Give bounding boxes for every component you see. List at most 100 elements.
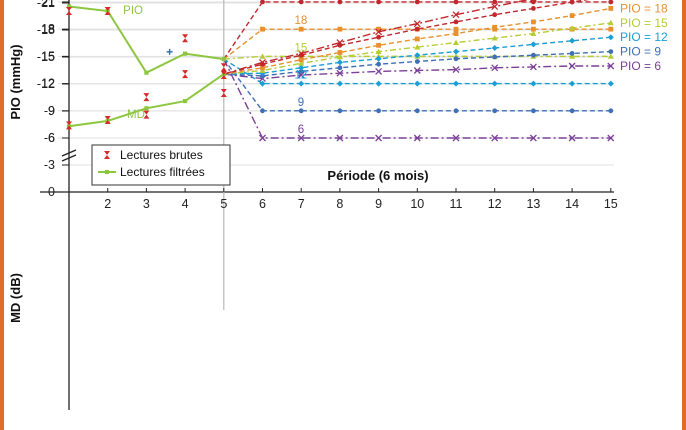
- y-tick-label-iop: 21: [41, 0, 55, 9]
- raw-reading-iop-top: [182, 34, 189, 39]
- projection-point-iop: [569, 108, 575, 114]
- projection-point-md: [569, 13, 575, 18]
- raw-reading-iop-bottom: [220, 67, 227, 72]
- y-tick-label-iop: 12: [41, 77, 55, 91]
- y-tick-label-md: -6: [44, 131, 55, 145]
- projection-point-md: [531, 5, 536, 11]
- raw-reading-iop: [104, 7, 111, 16]
- projection-point-md: [259, 58, 266, 66]
- measured-point-md: [144, 106, 149, 111]
- projection-label-md: PIO = 21: [620, 0, 668, 3]
- raw-reading-md-top: [182, 70, 189, 75]
- projection-point-md: [453, 48, 459, 55]
- x-axis-label: Période (6 mois): [327, 168, 428, 183]
- projection-point-iop: [260, 0, 265, 5]
- projection-point-md: [531, 19, 536, 25]
- legend-raw-marker: [104, 151, 110, 159]
- projection-point-md-stroke: [568, 62, 576, 70]
- projection-point-iop: [453, 108, 459, 114]
- projection-point-iop: [337, 0, 343, 5]
- raw-reading-md-top: [220, 71, 227, 75]
- projection-point-md: [491, 45, 498, 51]
- projection-point-iop: [298, 108, 304, 114]
- projection-point-md: [608, 49, 614, 54]
- raw-reading-md-bottom: [182, 74, 189, 79]
- projection-line-md: [223, 0, 530, 75]
- legend-filtered-marker: [98, 169, 116, 175]
- raw-reading-iop-bottom: [104, 11, 111, 16]
- projection-point-md: [569, 51, 575, 56]
- projection-point-md: [452, 66, 460, 74]
- projection-point-iop: [491, 134, 499, 142]
- raw-reading-md: [182, 70, 189, 79]
- projection-label-iop: 15: [295, 42, 308, 54]
- projection-point-iop: [608, 108, 614, 114]
- projection-point-iop: [568, 134, 576, 142]
- projection-point-iop: [452, 134, 460, 142]
- axes: [40, 0, 614, 410]
- projection-point-iop: [414, 108, 420, 114]
- projection-point-iop: [491, 80, 498, 87]
- x-tick-label: 12: [488, 197, 502, 211]
- x-tick-label: 10: [410, 197, 424, 211]
- y-tick-label-md: -21: [37, 0, 55, 10]
- projection-label-md: PIO = 18: [620, 1, 668, 15]
- projection-point-md: [529, 0, 537, 2]
- legend-raw-glyph-bottom: [104, 155, 110, 159]
- projection-point-md: [336, 69, 344, 77]
- raw-reading-md-bottom: [143, 114, 150, 119]
- projection-point-iop-stroke: [568, 134, 576, 142]
- projection-point-md: [491, 35, 498, 41]
- x-tick-label: 4: [182, 197, 189, 211]
- x-tick-label: 9: [375, 197, 382, 211]
- projection-point-md: [569, 25, 576, 31]
- projection-point-iop: [337, 108, 343, 114]
- projection-point-md: [568, 62, 576, 70]
- projection-point-iop: [453, 0, 459, 5]
- raw-reading-iop: [66, 7, 72, 16]
- projection-point-iop: [375, 80, 382, 87]
- projection-point-md-stroke: [413, 20, 421, 28]
- projection-point-iop: [453, 26, 459, 32]
- projection-point-md: [376, 34, 381, 40]
- raw-reading-md-bottom: [220, 75, 227, 79]
- projection-point-md-stroke: [297, 49, 305, 57]
- projection-point-md-stroke: [375, 67, 383, 75]
- projection-label-md: PIO = 15: [620, 16, 668, 30]
- projection-point-md: [492, 12, 498, 18]
- projection-point-md: [529, 63, 537, 71]
- raw-reading-md-top: [143, 110, 150, 115]
- x-tick-label: 14: [565, 197, 579, 211]
- raw-reading-extra-iop: [166, 48, 173, 55]
- projection-point-md: [453, 31, 459, 36]
- projection-point-md-stroke: [607, 62, 615, 70]
- axis-break-mark: [61, 149, 77, 157]
- projection-point-iop: [259, 134, 266, 142]
- projection-point-iop: [414, 80, 421, 87]
- raw-reading-md-bottom: [104, 120, 111, 124]
- y-axis-label-md: MD (dB): [8, 273, 23, 323]
- projection-label-iop: 18: [295, 15, 308, 27]
- projection-point-md: [607, 19, 614, 26]
- series-name-iop: PIO: [123, 5, 143, 17]
- legend: Lectures brutes Lectures filtrées: [91, 144, 231, 186]
- y-tick-label-iop: 18: [41, 22, 55, 36]
- measured-point-iop: [144, 70, 149, 75]
- projection-point-md: [608, 6, 614, 11]
- projection-point-iop: [531, 0, 536, 5]
- projection-point-md: [530, 41, 537, 48]
- projection-point-iop: [376, 0, 381, 5]
- x-tick-label: 8: [336, 197, 343, 211]
- series-group: [66, 0, 615, 142]
- y-tick-label-iop: 15: [41, 49, 55, 63]
- projection-point-md: [337, 65, 343, 71]
- x-tick-label: 6: [259, 197, 266, 211]
- x-tick-label: 11: [450, 197, 463, 211]
- raw-reading-iop-top: [66, 7, 72, 12]
- tick-labels: 69121518210-3-6-9-12-15-18-21-2423456789…: [37, 0, 618, 211]
- measured-point-iop: [66, 4, 72, 9]
- projection-point-md: [298, 64, 305, 71]
- axis-break-mark: [61, 154, 77, 162]
- projection-point-md: [375, 67, 383, 75]
